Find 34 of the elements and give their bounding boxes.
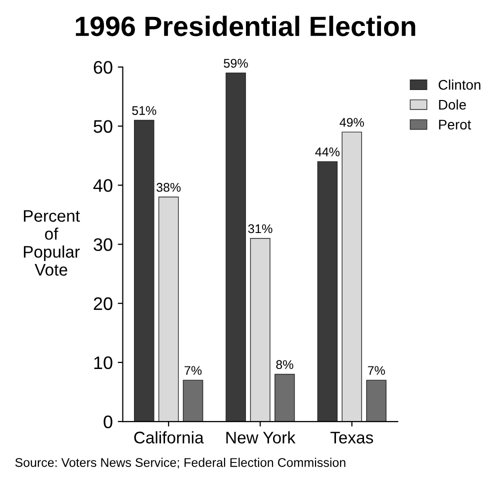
x-tick-label: New York [226,431,296,444]
source-note: Source: Voters News Service; Federal Election Commission [15,458,346,468]
data-label: 7% [184,366,202,375]
data-label: 51% [132,106,156,115]
bar [134,120,154,422]
bar [226,72,246,422]
y-tick-label: 60 [94,60,112,74]
bar [158,196,179,422]
bar [366,380,386,422]
legend-label: Perot [439,120,472,130]
y-tick-label: 50 [94,120,112,133]
data-label: 59% [224,58,248,68]
legend-label: Dole [439,99,466,110]
chart-title: 1996 Presidential Election [76,16,416,36]
bar [342,132,362,422]
data-label: 8% [276,360,294,370]
data-label: 38% [156,182,181,192]
legend-label: Clinton [438,80,480,90]
y-axis-title: Percent of Popular Vote [24,210,80,276]
data-label: 49% [340,118,364,127]
data-label: 7% [368,366,385,375]
x-tick-label: California [134,431,204,444]
bar [182,380,204,422]
y-tick-label: 40 [93,179,112,192]
bar [274,374,295,422]
y-tick-label: 0 [104,415,112,428]
y-tick-label: 20 [94,297,112,310]
y-tick-label: 10 [94,356,112,370]
bar [250,238,270,422]
bar [317,161,338,422]
y-tick-label: 30 [94,238,112,252]
data-label: 44% [315,148,340,156]
x-tick-label: Texas [330,432,374,444]
data-label: 31% [248,224,272,234]
